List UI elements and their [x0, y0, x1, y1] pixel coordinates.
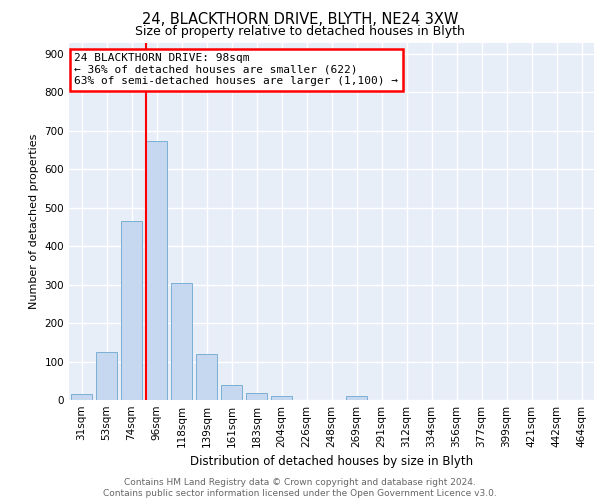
- Bar: [196, 354, 217, 400]
- Y-axis label: Number of detached properties: Number of detached properties: [29, 134, 39, 309]
- Bar: [146, 140, 167, 400]
- Bar: [71, 394, 92, 400]
- Bar: [346, 396, 367, 400]
- Bar: [96, 352, 117, 400]
- X-axis label: Distribution of detached houses by size in Blyth: Distribution of detached houses by size …: [190, 456, 473, 468]
- Text: Size of property relative to detached houses in Blyth: Size of property relative to detached ho…: [135, 25, 465, 38]
- Text: 24, BLACKTHORN DRIVE, BLYTH, NE24 3XW: 24, BLACKTHORN DRIVE, BLYTH, NE24 3XW: [142, 12, 458, 28]
- Bar: [246, 393, 267, 400]
- Text: 24 BLACKTHORN DRIVE: 98sqm
← 36% of detached houses are smaller (622)
63% of sem: 24 BLACKTHORN DRIVE: 98sqm ← 36% of deta…: [74, 53, 398, 86]
- Bar: [121, 221, 142, 400]
- Bar: [221, 386, 242, 400]
- Bar: [271, 396, 292, 400]
- Text: Contains HM Land Registry data © Crown copyright and database right 2024.
Contai: Contains HM Land Registry data © Crown c…: [103, 478, 497, 498]
- Bar: [171, 283, 192, 400]
